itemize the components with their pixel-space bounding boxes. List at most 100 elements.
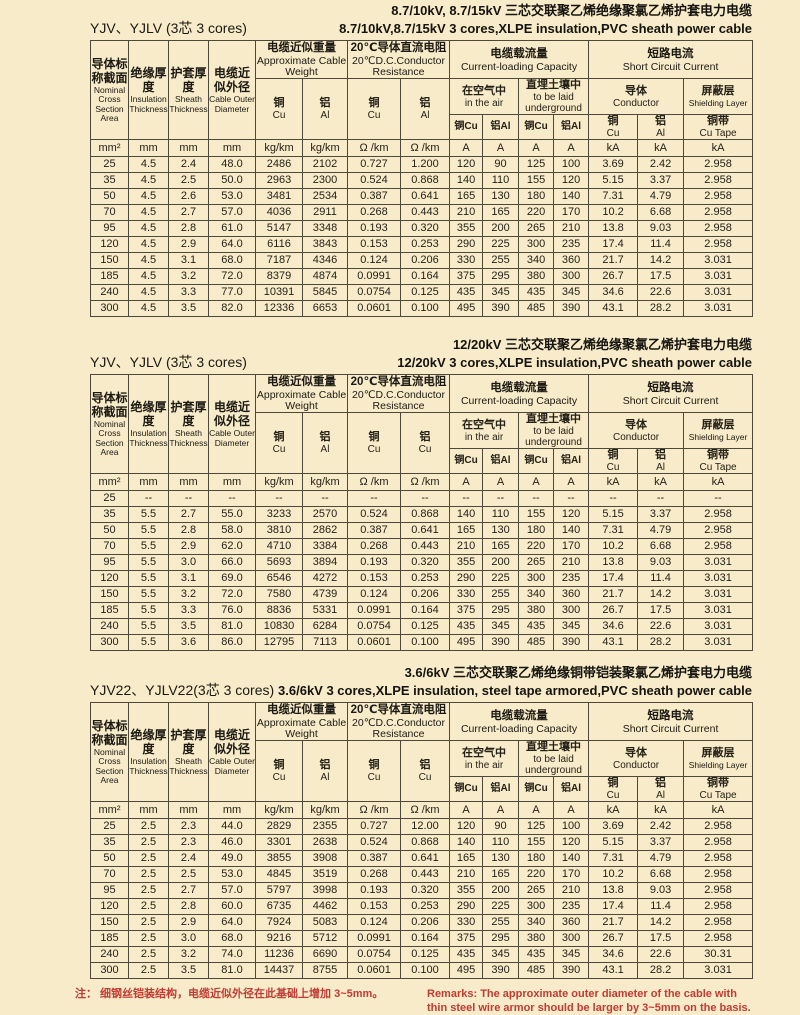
data-cell: 4.79 <box>637 188 685 205</box>
data-cell: 0.253 <box>400 570 451 587</box>
data-cell: 5797 <box>255 882 303 899</box>
leaf-header-resist-cu: 铜 Cu <box>347 412 402 474</box>
data-cell: 2534 <box>301 188 349 205</box>
data-cell: -- <box>449 490 484 507</box>
data-cell: 295 <box>482 268 520 285</box>
group-header-weight: 电缆近似重量 Approximate Cable Weight <box>254 40 349 79</box>
data-cell: 3.031 <box>683 284 754 301</box>
table-row: 150 5.5 3.2 72.0 7580 4739 0.124 0.206 330 255 340… <box>90 586 754 603</box>
data-cell: 43.1 <box>588 634 639 651</box>
data-cell: 2.9 <box>168 914 209 931</box>
data-cell: 0.320 <box>400 220 451 237</box>
data-cell: 3810 <box>255 522 303 539</box>
data-cell: 0.443 <box>400 204 451 221</box>
unit-cell: mm² <box>90 473 129 491</box>
data-cell: 26.7 <box>588 930 639 947</box>
data-cell: 0.206 <box>400 914 451 931</box>
leaf-header-air-al: 铝Al <box>482 776 520 802</box>
data-cell: -- <box>347 490 402 507</box>
unit-cell: kA <box>637 801 685 819</box>
leaf-header-weight-cu: 铜 Cu <box>255 740 303 802</box>
data-cell: 7580 <box>255 586 303 603</box>
data-cell: 0.443 <box>400 866 451 883</box>
data-cell: 375 <box>449 602 484 619</box>
unit-cell: A <box>449 473 484 491</box>
data-cell: 3908 <box>301 850 349 867</box>
data-cell: 3384 <box>301 538 349 555</box>
data-cell: 3.0 <box>168 554 209 571</box>
data-cell: 0.0991 <box>347 930 402 947</box>
data-cell: 5.5 <box>128 586 169 603</box>
data-cell: 495 <box>449 634 484 651</box>
data-cell: 9216 <box>255 930 303 947</box>
data-cell: 0.0754 <box>347 284 402 301</box>
leaf-header-underground-al: 铝Al <box>553 776 590 802</box>
data-cell: 4272 <box>301 570 349 587</box>
data-cell: 3.2 <box>168 268 209 285</box>
data-cell: 4.5 <box>128 220 169 237</box>
unit-cell: A <box>553 139 590 157</box>
data-cell: 345 <box>482 284 520 301</box>
data-cell: 13.8 <box>588 882 639 899</box>
data-cell: 2.8 <box>168 898 209 915</box>
data-cell: 2.958 <box>683 204 754 221</box>
data-cell: 25 <box>90 156 129 173</box>
data-cell: 77.0 <box>208 284 256 301</box>
data-cell: 13.8 <box>588 220 639 237</box>
leaf-header-resist-cu: 铜 Cu <box>347 740 402 802</box>
unit-cell: kA <box>588 139 639 157</box>
cable-spec-table-2: 导体标称截面 Nominal Cross Section Area 绝缘厚度 Ins… <box>90 374 754 651</box>
data-cell: 330 <box>449 252 484 269</box>
data-cell: 300 <box>553 268 590 285</box>
data-cell: 70 <box>90 204 129 221</box>
group-header-capacity: 电缆载流量 Current-loading Capacity <box>449 40 590 79</box>
data-cell: 300 <box>90 634 129 651</box>
table-row: 240 5.5 3.5 81.0 10830 6284 0.0754 0.125 435 345 4… <box>90 618 754 635</box>
data-cell: 225 <box>482 898 520 915</box>
data-cell: 95 <box>90 554 129 571</box>
unit-cell: Ω /km <box>347 801 402 819</box>
data-cell: 2.958 <box>683 834 754 851</box>
data-cell: 165 <box>482 538 520 555</box>
data-cell: 2102 <box>301 156 349 173</box>
data-cell: 22.6 <box>637 618 685 635</box>
data-cell: 390 <box>553 300 590 317</box>
data-cell: 4.79 <box>637 522 685 539</box>
data-cell: 2355 <box>301 818 349 835</box>
data-cell: 0.641 <box>400 522 451 539</box>
data-cell: 0.320 <box>400 882 451 899</box>
data-cell: 10.2 <box>588 538 639 555</box>
data-cell: 0.268 <box>347 538 402 555</box>
data-cell: 120 <box>553 172 590 189</box>
unit-cell: Ω /km <box>400 139 451 157</box>
table2-title-row: YJV、YJLV (3芯 3 cores) 12/20kV 3 cores,XL… <box>90 354 752 371</box>
table-row: 70 4.5 2.7 57.0 4036 2911 0.268 0.443 210 165 220 1… <box>90 204 754 221</box>
table-row: 95 4.5 2.8 61.0 5147 3348 0.193 0.320 355 200 265 2… <box>90 220 754 237</box>
col-header-diameter: 电缆近似外径 Cable Outer Diameter <box>208 40 256 140</box>
data-cell: 0.206 <box>400 586 451 603</box>
leaf-header-air-cu: 铜Cu <box>449 114 484 140</box>
data-cell: 14.2 <box>637 252 685 269</box>
data-cell: 28.2 <box>637 300 685 317</box>
data-cell: 3.031 <box>683 300 754 317</box>
data-cell: 240 <box>90 284 129 301</box>
leaf-header-air-cu: 铜Cu <box>449 448 484 474</box>
table3-title-zh: 3.6/6kV 三芯交联聚乙烯绝缘铜带铠装聚氯乙烯护套电力电缆 <box>404 665 752 680</box>
data-cell: 0.253 <box>400 898 451 915</box>
data-cell: 375 <box>449 930 484 947</box>
data-cell: 0.100 <box>400 300 451 317</box>
data-cell: 390 <box>553 634 590 651</box>
data-cell: 2963 <box>255 172 303 189</box>
data-cell: 0.868 <box>400 172 451 189</box>
data-cell: 34.6 <box>588 946 639 963</box>
data-cell: 2.958 <box>683 882 754 899</box>
data-cell: 4845 <box>255 866 303 883</box>
data-cell: 6.68 <box>637 204 685 221</box>
data-cell: 0.387 <box>347 522 402 539</box>
data-cell: 3.031 <box>683 570 754 587</box>
data-cell: 26.7 <box>588 268 639 285</box>
section-3-6kv: 3.6/6kV 三芯交联聚乙烯绝缘铜带铠装聚氯乙烯护套电力电缆 YJV22、YJ… <box>0 665 800 979</box>
col-header-sheath: 护套厚度 Sheath Thickness <box>168 374 209 474</box>
table-row: 70 2.5 2.5 53.0 4845 3519 0.268 0.443 210 165 220 1… <box>90 866 754 883</box>
